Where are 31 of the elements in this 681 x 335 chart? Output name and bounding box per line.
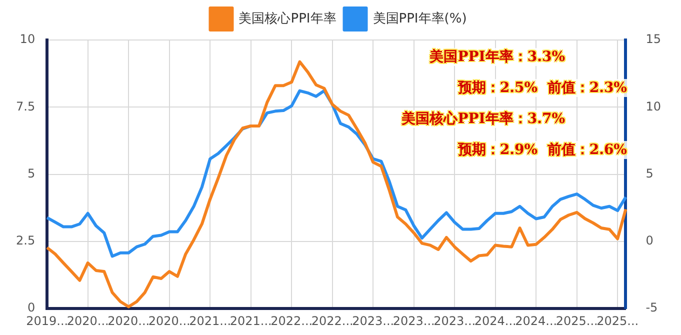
y-tick-label: 10: [20, 32, 36, 46]
x-tick-label: 2022...: [311, 314, 354, 328]
x-tick-label: 2021...: [230, 314, 272, 328]
annotation: 美国PPI年率：3.3%: [430, 48, 565, 66]
annotation: 预期：2.5% 前值：2.3%: [458, 79, 627, 97]
x-tick-label: 2021...: [189, 314, 232, 328]
y2-tick-label: 15: [646, 32, 662, 46]
y2-tick-label: 0: [646, 234, 654, 248]
legend-label: 美国PPI年率(%): [372, 10, 467, 26]
x-tick-label: 2020...: [66, 314, 109, 328]
y2-tick-label: 10: [646, 99, 662, 114]
x-tick-label: 2022...: [270, 314, 313, 328]
y-tick-label: 2.5: [16, 234, 36, 248]
annotation: 预期：2.9% 前值：2.6%: [458, 141, 627, 159]
y-tick-label: 5: [27, 166, 36, 180]
x-tick-label: 2024...: [515, 314, 558, 328]
y-tick-label: 7.5: [16, 99, 36, 114]
x-tick-label: 2023...: [392, 314, 435, 328]
x-tick-label: 2020...: [148, 314, 190, 328]
x-tick-label: 2023...: [352, 314, 394, 328]
x-tick-label: 2024...: [474, 314, 516, 328]
x-tick-label: 2023...: [434, 314, 476, 328]
x-tick-label: 2019...: [26, 314, 68, 328]
y2-tick-label: -5: [646, 300, 658, 315]
x-tick-label: 2020...: [108, 314, 150, 328]
y2-tick-label: 5: [646, 166, 654, 180]
y-tick-label: 0: [27, 300, 36, 315]
annotation: 美国核心PPI年率：3.7%: [402, 110, 565, 128]
x-tick-label: 2025...: [596, 314, 639, 328]
x-tick-label: 2025...: [556, 314, 598, 328]
legend-label: 美国核心PPI年率: [238, 10, 336, 26]
